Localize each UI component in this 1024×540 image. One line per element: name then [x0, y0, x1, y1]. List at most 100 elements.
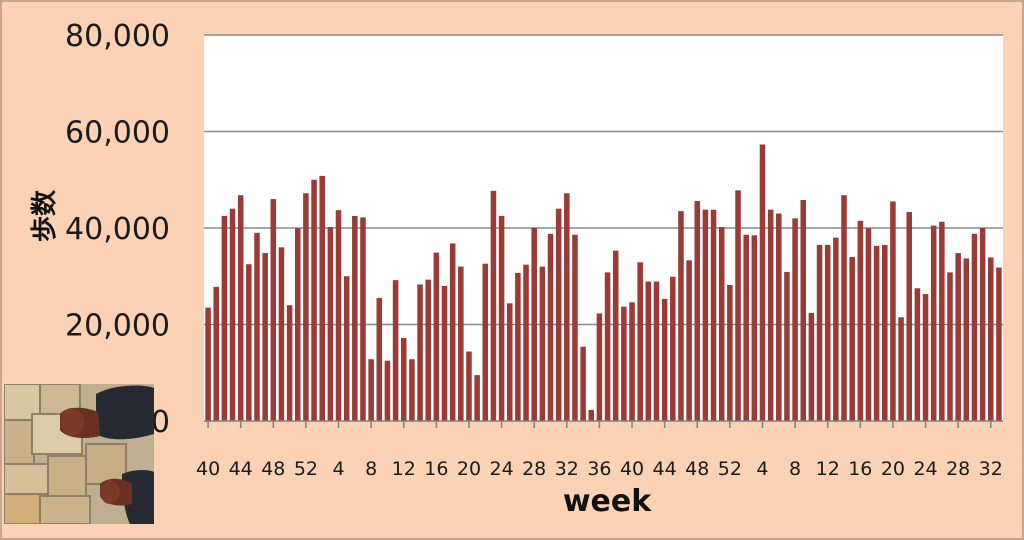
- bar: [694, 200, 701, 421]
- x-axis-title: week: [563, 484, 652, 519]
- bar: [637, 262, 643, 421]
- x-tick-label: 12: [816, 458, 840, 480]
- x-tick-label: 8: [789, 458, 801, 480]
- bar: [833, 237, 839, 421]
- bar: [727, 284, 733, 421]
- x-tick-label: 44: [229, 458, 253, 480]
- bar: [368, 359, 374, 421]
- bar: [612, 250, 619, 421]
- bar: [433, 252, 440, 421]
- bar: [971, 233, 978, 421]
- bar: [441, 285, 448, 421]
- bar: [792, 218, 798, 421]
- bar: [939, 221, 945, 421]
- bar: [678, 211, 684, 421]
- bar: [384, 360, 391, 421]
- bar: [449, 243, 456, 421]
- bar: [922, 294, 929, 421]
- bar: [360, 217, 366, 421]
- bar: [865, 228, 872, 421]
- bar: [718, 227, 725, 421]
- bar: [776, 213, 782, 421]
- y-tick-label: 60,000: [65, 116, 170, 151]
- bar: [849, 256, 855, 421]
- bar: [474, 375, 480, 421]
- bar: [352, 215, 358, 421]
- x-tick-marks: [207, 421, 992, 428]
- x-tick-label: 16: [848, 458, 872, 480]
- bar: [523, 264, 529, 421]
- bar: [914, 288, 921, 421]
- bar: [955, 253, 961, 421]
- bar: [327, 227, 334, 421]
- y-tick-label: 20,000: [65, 309, 170, 344]
- bar: [743, 234, 749, 421]
- bar: [376, 297, 383, 421]
- bar: [963, 258, 970, 421]
- y-tick-label: 40,000: [65, 212, 170, 247]
- x-tick-label: 24: [913, 458, 937, 480]
- bar: [515, 272, 521, 421]
- x-tick-label: 48: [685, 458, 709, 480]
- bar: [629, 302, 635, 421]
- bar: [653, 281, 660, 421]
- bar: [466, 351, 472, 421]
- x-tick-label: 32: [555, 458, 579, 480]
- bar: [580, 346, 586, 421]
- x-tick-label: 28: [946, 458, 970, 480]
- x-tick-label: 4: [332, 458, 344, 480]
- bar: [824, 244, 831, 421]
- x-tick-label: 52: [294, 458, 318, 480]
- bar: [555, 208, 562, 421]
- bar: [335, 210, 342, 421]
- bar: [621, 306, 627, 421]
- x-tick-label: 24: [489, 458, 513, 480]
- bar: [816, 244, 823, 421]
- bar: [930, 225, 937, 421]
- x-tick-label: 20: [457, 458, 481, 480]
- bar: [979, 228, 986, 421]
- y-axis-title: 歩数: [30, 189, 60, 242]
- bar: [800, 200, 807, 421]
- bar: [670, 276, 676, 421]
- bar: [710, 209, 717, 421]
- photo-thumbnail: [4, 384, 154, 524]
- y-tick-label: 0: [151, 405, 170, 440]
- y-tick-label: 80,000: [65, 19, 170, 54]
- x-tick-label: 32: [979, 458, 1003, 480]
- bar: [237, 195, 244, 421]
- bar: [898, 317, 904, 421]
- bar: [604, 272, 611, 421]
- bars: [205, 144, 1002, 421]
- x-tick-label: 48: [261, 458, 285, 480]
- bar: [882, 244, 888, 421]
- x-tick-label: 44: [653, 458, 677, 480]
- bar: [661, 298, 668, 421]
- bar: [841, 195, 847, 421]
- bar: [458, 266, 464, 421]
- bar: [506, 303, 513, 421]
- bar: [539, 266, 546, 421]
- bar: [262, 253, 268, 421]
- bar: [482, 263, 489, 421]
- bar: [890, 201, 896, 421]
- x-tick-label: 8: [365, 458, 377, 480]
- bar: [808, 312, 815, 421]
- bar: [596, 313, 603, 421]
- bar: [343, 276, 350, 421]
- bar: [270, 199, 277, 421]
- bar: [531, 228, 537, 421]
- bar: [278, 247, 285, 421]
- x-tick-label: 28: [522, 458, 546, 480]
- bar: [873, 245, 880, 421]
- bar: [686, 260, 692, 421]
- x-tick-label: 36: [587, 458, 611, 480]
- y-tick-labels: 0 20,000 40,000 60,000 80,000: [65, 19, 170, 440]
- bar: [751, 235, 758, 421]
- bar: [294, 228, 301, 421]
- bar: [490, 190, 497, 421]
- bar: [417, 284, 423, 421]
- bar: [303, 193, 309, 421]
- x-tick-label: 4: [756, 458, 768, 480]
